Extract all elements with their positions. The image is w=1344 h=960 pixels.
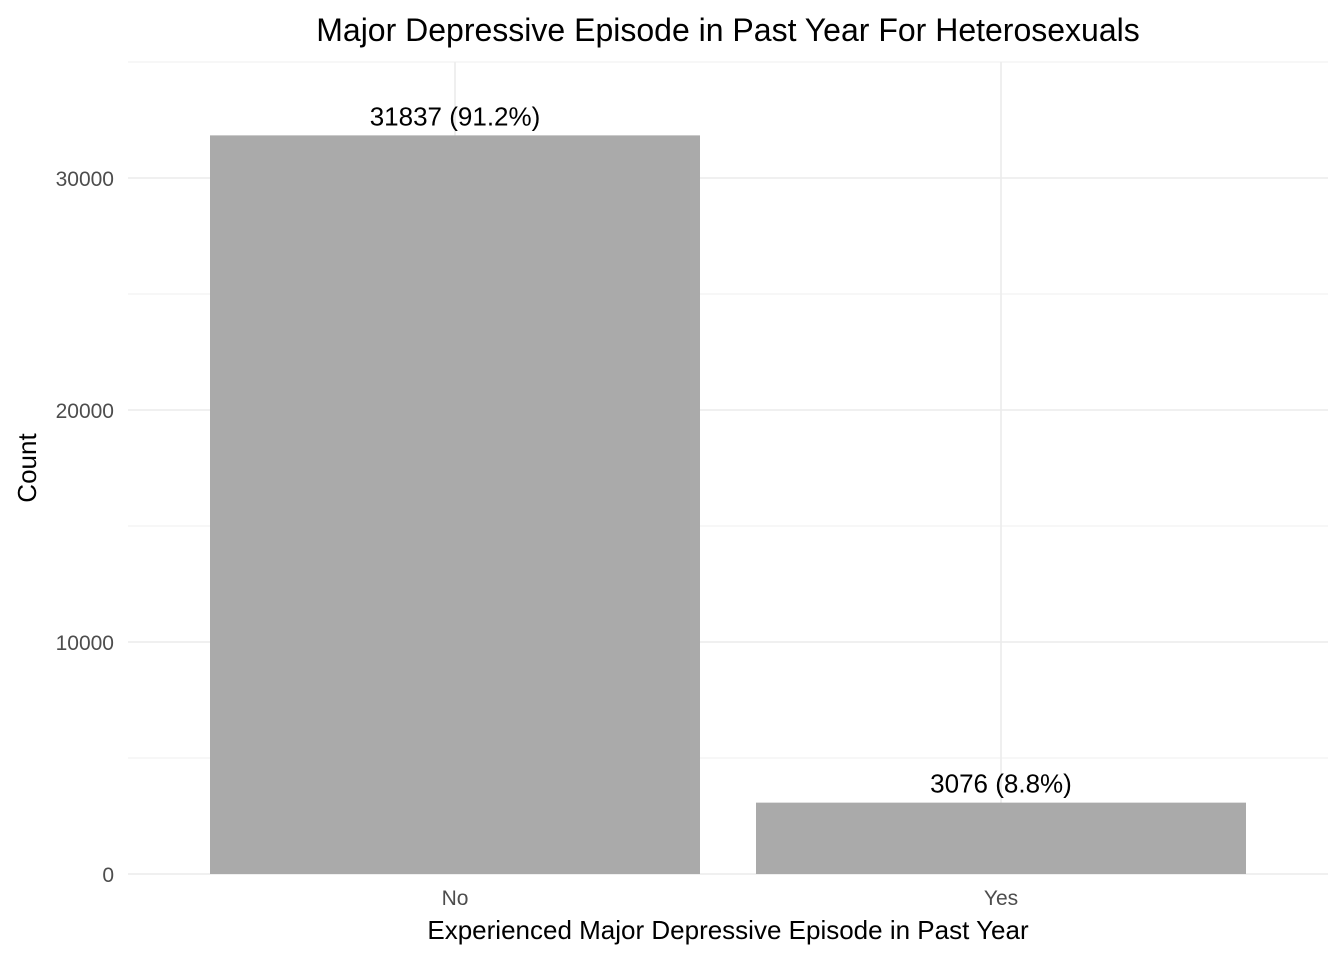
x-axis-ticks: No Yes (442, 887, 1019, 910)
y-tick-label: 30000 (56, 168, 114, 191)
x-tick-label: Yes (984, 887, 1018, 910)
y-axis-ticks: 0 10000 20000 30000 (56, 168, 114, 887)
x-axis-title: Experienced Major Depressive Episode in … (427, 915, 1029, 945)
y-axis-title: Count (12, 433, 42, 503)
data-label-no: 31837 (91.2%) (370, 101, 541, 131)
chart-title: Major Depressive Episode in Past Year Fo… (316, 12, 1140, 48)
data-label-yes: 3076 (8.8%) (930, 769, 1072, 799)
data-labels: 31837 (91.2%) 3076 (8.8%) (370, 101, 1072, 798)
x-tick-label: No (442, 887, 469, 910)
y-tick-label: 0 (102, 864, 114, 887)
y-tick-label: 20000 (56, 400, 114, 423)
bars (210, 135, 1246, 875)
bar-no (210, 135, 700, 875)
bar-yes (756, 802, 1246, 874)
y-tick-label: 10000 (56, 632, 114, 655)
